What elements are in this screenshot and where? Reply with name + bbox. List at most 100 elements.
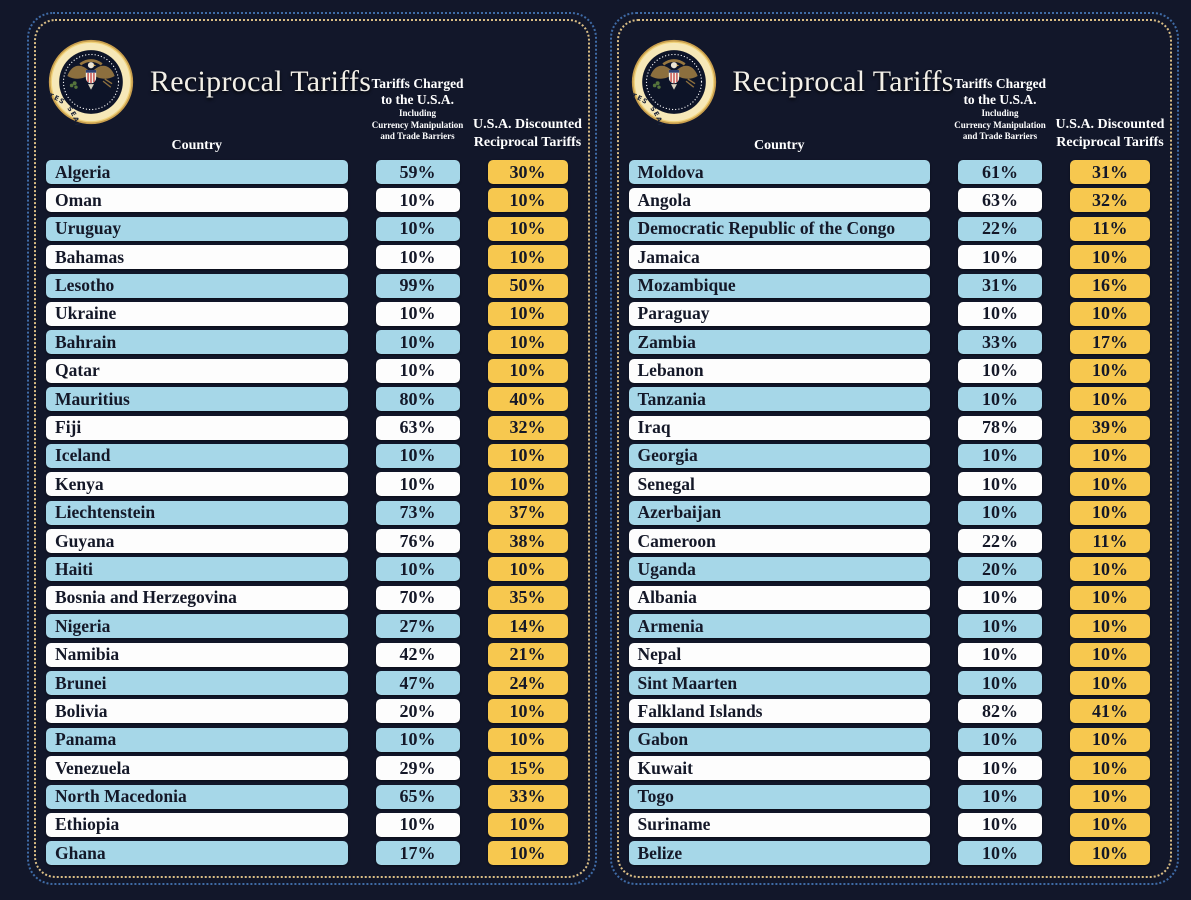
charged-cell: 73% [375,500,460,525]
table-row: Lesotho 99% 50% [46,273,568,298]
discounted-cell: 10% [487,472,568,497]
table-row: Qatar 10% 10% [46,358,568,383]
charged-cell: 10% [375,216,460,241]
discounted-cell: 10% [1070,756,1150,781]
country-cell: Angola [628,188,930,213]
table-row: Bahrain 10% 10% [46,330,568,355]
country-cell: Mauritius [46,387,348,412]
charged-cell: 10% [958,301,1042,326]
charged-cell: 20% [958,557,1042,582]
header-country-column: SEAL OF THE PRESIDENT OF THE UNITED STAT… [46,31,371,155]
discounted-cell: 10% [487,557,568,582]
charged-cell: 10% [958,727,1042,752]
table-row: Democratic Republic of the Congo 22% 11% [628,216,1150,241]
country-cell: Democratic Republic of the Congo [628,216,930,241]
charged-cell: 10% [958,614,1042,639]
discounted-cell: 10% [487,245,568,270]
country-cell: Iceland [46,443,348,468]
tariff-panel-right: SEAL OF THE PRESIDENT OF THE UNITED STAT… [609,12,1179,885]
discounted-cell: 10% [1070,841,1150,866]
country-cell: Nepal [628,642,930,667]
table-row: Guyana 76% 38% [46,529,568,554]
country-cell: Cameroon [628,529,930,554]
discounted-cell: 21% [487,642,568,667]
charged-cell: 99% [375,273,460,298]
discounted-cell: 10% [1070,301,1150,326]
discounted-cell: 32% [1070,188,1150,213]
table-row: Algeria 59% 30% [46,160,568,184]
charged-cell: 61% [958,160,1042,184]
page-title: Reciprocal Tariffs [732,65,954,98]
table-row: Falkland Islands 82% 41% [628,699,1150,724]
country-cell: Kenya [46,472,348,497]
discounted-cell: 50% [487,273,568,298]
charged-cell: 10% [375,330,460,355]
discounted-cell: 10% [487,727,568,752]
charged-cell: 17% [375,841,460,866]
charged-cell: 82% [958,699,1042,724]
country-cell: Senegal [628,472,930,497]
country-cell: Nigeria [46,614,348,639]
charged-cell: 10% [375,557,460,582]
table-row: Belize 10% 10% [628,841,1150,866]
country-cell: Azerbaijan [628,500,930,525]
discounted-cell: 37% [487,500,568,525]
charged-cell: 10% [958,671,1042,696]
charged-cell: 65% [375,784,460,809]
table-row: Liechtenstein 73% 37% [46,500,568,525]
charged-cell: 10% [958,500,1042,525]
discounted-column-header: U.S.A. Discounted Reciprocal Tariffs [473,117,582,150]
charged-cell: 10% [958,443,1042,468]
charged-cell: 63% [958,188,1042,213]
charged-cell: 10% [958,245,1042,270]
charged-cell: 10% [958,756,1042,781]
tariff-panel-left-inner: SEAL OF THE PRESIDENT OF THE UNITED STAT… [34,19,590,878]
discounted-cell: 10% [487,841,568,866]
discounted-cell: 33% [487,784,568,809]
discounted-cell: 10% [1070,585,1150,610]
table-row: Venezuela 29% 15% [46,756,568,781]
country-cell: Lebanon [628,358,930,383]
discounted-cell: 11% [1070,529,1150,554]
presidential-seal-icon: SEAL OF THE PRESIDENT OF THE UNITED STAT… [48,39,134,125]
charged-cell: 10% [375,188,460,213]
discounted-cell: 15% [487,756,568,781]
discounted-cell: 10% [1070,812,1150,837]
charged-cell: 31% [958,273,1042,298]
discounted-cell: 10% [487,699,568,724]
table-row: Zambia 33% 17% [628,330,1150,355]
country-cell: Gabon [628,727,930,752]
country-cell: Sint Maarten [628,671,930,696]
presidential-seal-icon: SEAL OF THE PRESIDENT OF THE UNITED STAT… [631,39,716,125]
tariff-table-right: Moldova 61% 31% Angola 63% 32% Democrati… [628,160,1150,870]
country-cell: Panama [46,727,348,752]
charged-cell: 70% [375,585,460,610]
country-column-header: Country [171,138,223,153]
panel-header: SEAL OF THE PRESIDENT OF THE UNITED STAT… [629,31,1164,155]
discounted-cell: 31% [1070,160,1150,184]
discounted-cell: 10% [1070,671,1150,696]
country-cell: Belize [628,841,930,866]
brand: SEAL OF THE PRESIDENT OF THE UNITED STAT… [629,39,953,125]
table-row: Nigeria 27% 14% [46,614,568,639]
charged-cell: 47% [375,671,460,696]
table-row: Mozambique 31% 16% [628,273,1150,298]
charged-cell: 33% [958,330,1042,355]
table-row: Uruguay 10% 10% [46,216,568,241]
discounted-cell: 10% [1070,472,1150,497]
discounted-cell: 10% [487,812,568,837]
discounted-cell: 35% [487,585,568,610]
country-cell: Kuwait [628,756,930,781]
discounted-cell: 10% [1070,784,1150,809]
charged-cell: 80% [375,387,460,412]
table-row: Namibia 42% 21% [46,642,568,667]
tariffs-charged-column-header: Tariffs Charged to the U.S.A. Including … [371,76,464,141]
country-cell: Paraguay [628,301,930,326]
country-cell: Guyana [46,529,348,554]
discounted-cell: 10% [1070,614,1150,639]
discounted-cell: 10% [487,216,568,241]
discounted-cell: 10% [1070,727,1150,752]
table-row: Senegal 10% 10% [628,472,1150,497]
country-cell: Falkland Islands [628,699,930,724]
country-cell: North Macedonia [46,784,348,809]
